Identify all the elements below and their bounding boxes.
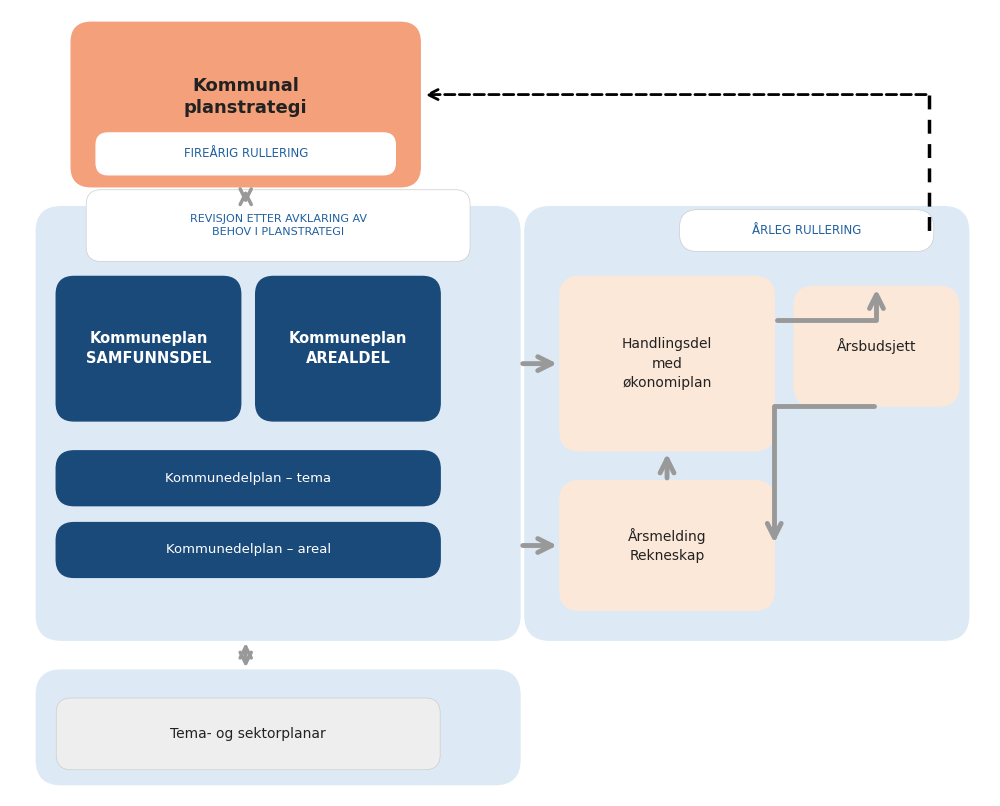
- FancyBboxPatch shape: [525, 206, 969, 640]
- FancyBboxPatch shape: [36, 670, 520, 785]
- Text: Handlingsdel
med
økonomiplan: Handlingsdel med økonomiplan: [622, 337, 712, 390]
- FancyBboxPatch shape: [560, 276, 774, 451]
- FancyBboxPatch shape: [96, 133, 395, 175]
- FancyBboxPatch shape: [256, 276, 440, 421]
- FancyBboxPatch shape: [56, 276, 241, 421]
- Text: Kommunedelplan – areal: Kommunedelplan – areal: [166, 543, 331, 556]
- Text: Tema- og sektorplanar: Tema- og sektorplanar: [170, 727, 326, 741]
- FancyBboxPatch shape: [71, 23, 420, 187]
- FancyBboxPatch shape: [56, 522, 440, 577]
- Text: Årsmelding
Rekneskap: Årsmelding Rekneskap: [628, 528, 706, 563]
- FancyBboxPatch shape: [560, 480, 774, 610]
- FancyBboxPatch shape: [56, 451, 440, 505]
- FancyBboxPatch shape: [794, 286, 959, 406]
- Text: Kommunedelplan – tema: Kommunedelplan – tema: [165, 472, 331, 484]
- FancyBboxPatch shape: [56, 698, 440, 770]
- Text: Kommuneplan
AREALDEL: Kommuneplan AREALDEL: [289, 331, 407, 366]
- FancyBboxPatch shape: [680, 210, 934, 251]
- FancyBboxPatch shape: [86, 189, 470, 261]
- Text: REVISJON ETTER AVKLARING AV
BEHOV I PLANSTRATEGI: REVISJON ETTER AVKLARING AV BEHOV I PLAN…: [190, 214, 367, 237]
- FancyBboxPatch shape: [36, 206, 520, 640]
- Text: ÅRLEG RULLERING: ÅRLEG RULLERING: [752, 224, 861, 237]
- Text: Årsbudsjett: Årsbudsjett: [837, 339, 916, 354]
- Text: Kommunal
planstrategi: Kommunal planstrategi: [184, 77, 308, 118]
- Text: FIREÅRIG RULLERING: FIREÅRIG RULLERING: [184, 147, 308, 160]
- Text: Kommuneplan
SAMFUNNSDEL: Kommuneplan SAMFUNNSDEL: [86, 331, 211, 366]
